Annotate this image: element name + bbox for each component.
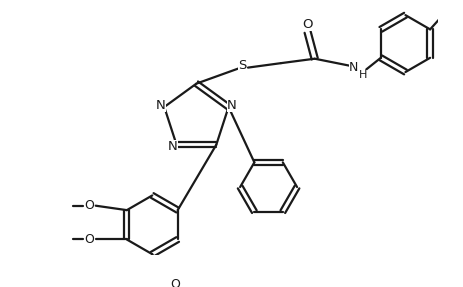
Text: N: N: [156, 99, 165, 112]
Text: O: O: [84, 233, 94, 246]
Text: O: O: [84, 199, 94, 212]
Text: O: O: [170, 278, 180, 287]
Text: O: O: [302, 18, 312, 30]
Text: H: H: [358, 70, 366, 80]
Text: S: S: [238, 59, 246, 72]
Text: N: N: [168, 140, 177, 153]
Text: N: N: [227, 99, 237, 112]
Text: N: N: [349, 61, 358, 74]
